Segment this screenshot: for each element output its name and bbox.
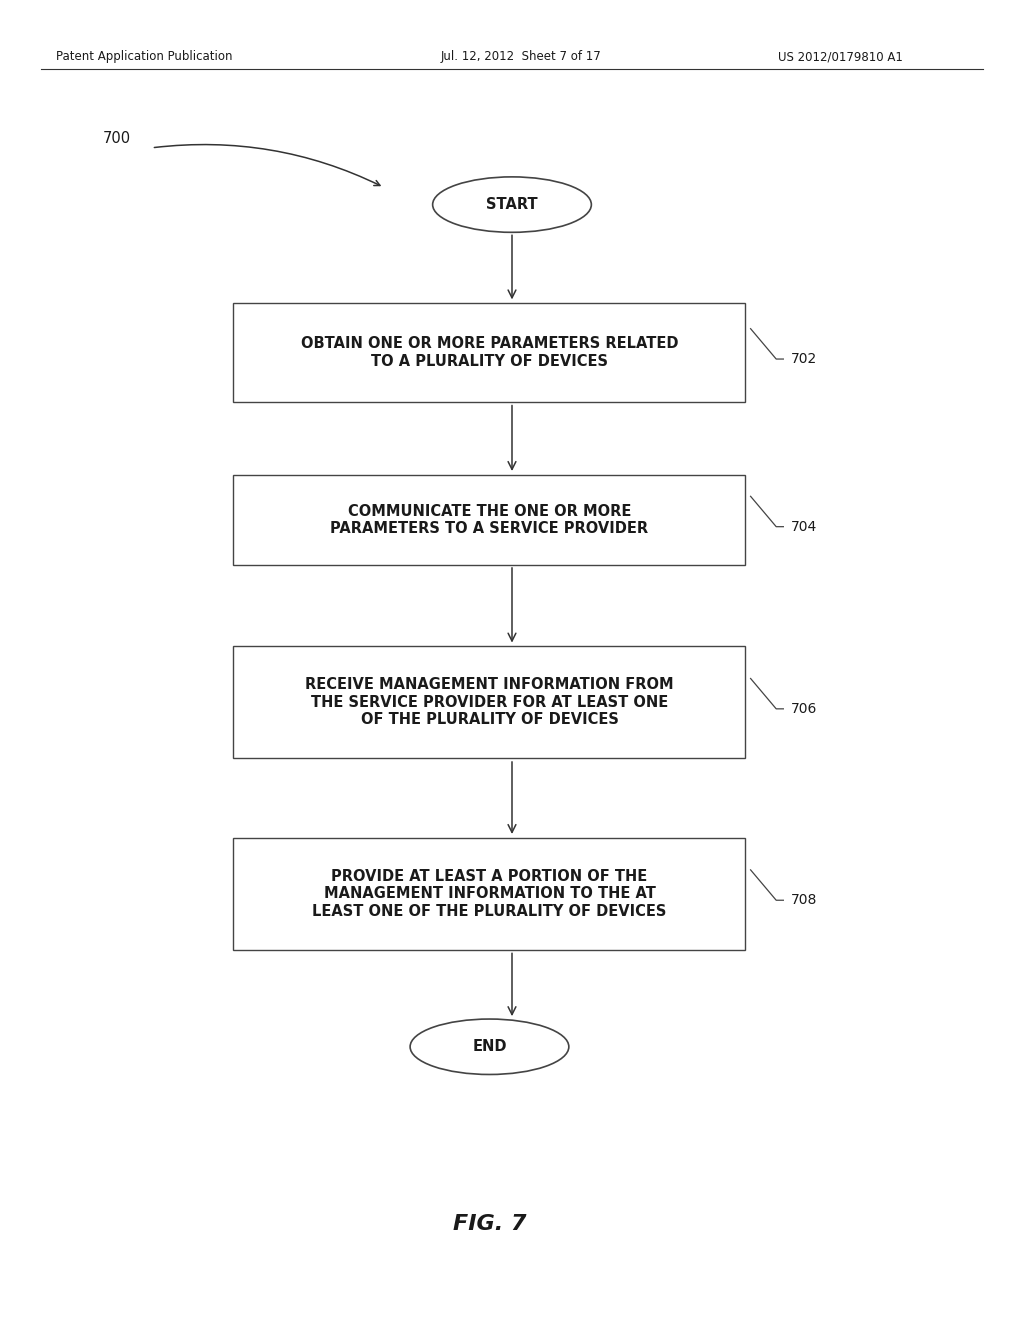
Bar xyxy=(233,837,745,950)
Bar xyxy=(233,475,745,565)
Text: US 2012/0179810 A1: US 2012/0179810 A1 xyxy=(778,50,903,63)
Ellipse shape xyxy=(432,177,592,232)
Text: Jul. 12, 2012  Sheet 7 of 17: Jul. 12, 2012 Sheet 7 of 17 xyxy=(440,50,601,63)
Text: RECEIVE MANAGEMENT INFORMATION FROM
THE SERVICE PROVIDER FOR AT LEAST ONE
OF THE: RECEIVE MANAGEMENT INFORMATION FROM THE … xyxy=(305,677,674,727)
Text: 708: 708 xyxy=(791,894,817,907)
Ellipse shape xyxy=(410,1019,569,1074)
Text: 700: 700 xyxy=(102,131,130,147)
Text: OBTAIN ONE OR MORE PARAMETERS RELATED
TO A PLURALITY OF DEVICES: OBTAIN ONE OR MORE PARAMETERS RELATED TO… xyxy=(301,337,678,368)
Bar xyxy=(233,645,745,758)
Text: END: END xyxy=(472,1039,507,1055)
Text: 702: 702 xyxy=(791,352,817,366)
Text: Patent Application Publication: Patent Application Publication xyxy=(56,50,232,63)
Text: PROVIDE AT LEAST A PORTION OF THE
MANAGEMENT INFORMATION TO THE AT
LEAST ONE OF : PROVIDE AT LEAST A PORTION OF THE MANAGE… xyxy=(312,869,667,919)
Bar xyxy=(233,304,745,401)
Text: 704: 704 xyxy=(791,520,817,533)
Text: 706: 706 xyxy=(791,702,817,715)
Text: FIG. 7: FIG. 7 xyxy=(453,1213,526,1234)
Text: START: START xyxy=(486,197,538,213)
Text: COMMUNICATE THE ONE OR MORE
PARAMETERS TO A SERVICE PROVIDER: COMMUNICATE THE ONE OR MORE PARAMETERS T… xyxy=(331,504,648,536)
